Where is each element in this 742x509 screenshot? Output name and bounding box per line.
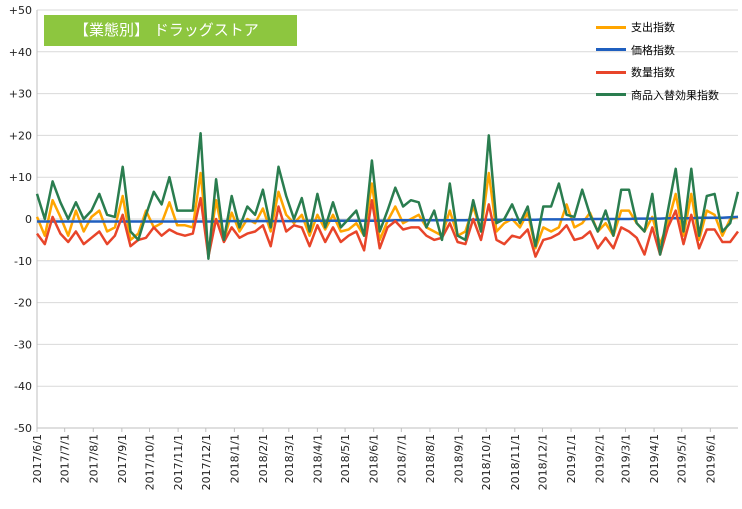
legend-label: 価格指数 — [631, 43, 675, 57]
x-tick-label: 2018/4/1 — [311, 434, 324, 483]
x-tick-label: 2017/6/1 — [31, 434, 44, 483]
x-tick-label: 2018/11/1 — [509, 434, 522, 490]
legend-label: 支出指数 — [631, 21, 675, 35]
x-tick-label: 2018/3/1 — [283, 434, 296, 483]
y-axis-ticks: +50 +40 +30 +20 +10 0 -10 -20 -30 -40 -50 — [9, 4, 32, 435]
legend: 支出指数価格指数数量指数商品入替効果指数 — [596, 16, 740, 106]
series-line — [35, 196, 740, 258]
x-tick-label: 2019/5/1 — [676, 434, 689, 483]
y-tick-label: +50 — [9, 4, 32, 17]
x-tick-label: 2018/10/1 — [480, 434, 493, 490]
series-line — [37, 215, 739, 223]
legend-item: 支出指数 — [596, 16, 740, 39]
legend-swatch — [596, 25, 626, 29]
legend-swatch — [596, 48, 626, 52]
series-line — [35, 132, 740, 260]
legend-item: 価格指数 — [596, 39, 740, 62]
x-tick-label: 2017/11/1 — [172, 434, 185, 490]
legend-label: 数量指数 — [631, 66, 675, 80]
legend-item: 数量指数 — [596, 61, 740, 84]
y-tick-label: -40 — [14, 380, 32, 393]
plot-area — [35, 132, 740, 260]
y-tick-label: +10 — [9, 171, 32, 184]
y-tick-label: +40 — [9, 46, 32, 59]
y-tick-label: +30 — [9, 88, 32, 101]
x-tick-label: 2018/12/1 — [536, 434, 549, 490]
x-tick-label: 2019/2/1 — [594, 434, 607, 483]
legend-swatch — [596, 93, 626, 97]
x-tick-label: 2017/10/1 — [144, 434, 157, 490]
y-tick-label: -20 — [14, 297, 32, 310]
x-tick-label: 2018/5/1 — [339, 434, 352, 483]
chart-title: 【業態別】 ドラッグストア — [44, 15, 297, 46]
y-tick-label: +20 — [9, 129, 32, 142]
x-tick-label: 2019/1/1 — [565, 434, 578, 483]
legend-swatch — [596, 70, 626, 74]
x-tick-label: 2018/7/1 — [395, 434, 408, 483]
legend-item: 商品入替効果指数 — [596, 84, 740, 107]
legend-label: 商品入替効果指数 — [631, 88, 719, 102]
x-tick-label: 2018/1/1 — [228, 434, 241, 483]
x-tick-label: 2017/12/1 — [200, 434, 213, 490]
x-axis-ticks: 2017/6/1 2017/7/1 2017/8/1 2017/9/1 2017/10/… — [31, 428, 717, 490]
y-tick-label: -10 — [14, 255, 32, 268]
y-tick-label: -30 — [14, 338, 32, 351]
y-tick-label: 0 — [25, 213, 32, 226]
x-tick-label: 2019/4/1 — [648, 434, 661, 483]
x-tick-label: 2017/8/1 — [87, 434, 100, 483]
x-tick-label: 2019/3/1 — [619, 434, 632, 483]
x-tick-label: 2018/8/1 — [424, 434, 437, 483]
x-tick-label: 2017/9/1 — [116, 434, 129, 483]
y-tick-label: -50 — [14, 422, 32, 435]
x-tick-label: 2018/6/1 — [368, 434, 381, 483]
x-tick-label: 2018/2/1 — [257, 434, 270, 483]
x-tick-label: 2017/7/1 — [59, 434, 72, 483]
x-tick-label: 2019/6/1 — [704, 434, 717, 483]
x-tick-label: 2018/9/1 — [453, 434, 466, 483]
